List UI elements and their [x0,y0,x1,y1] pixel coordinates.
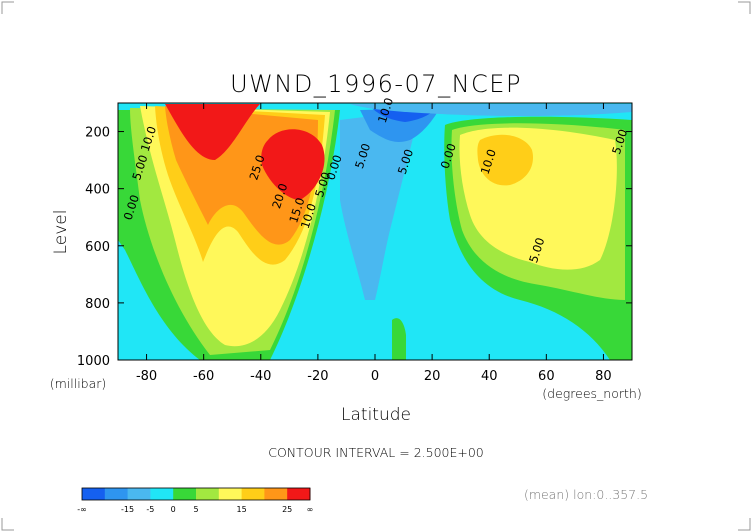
y-tick-label: 400 [85,183,110,198]
colorbar-swatch [196,488,220,500]
colorbar-label: -15 [121,505,134,514]
colorbar-swatch [127,488,151,500]
y-tick-label: 600 [85,240,110,255]
y-tick-label: 800 [85,297,110,312]
colorbar-frame [81,487,311,501]
colorbar-swatch [287,488,311,500]
colorbar-swatch [264,488,288,500]
colorbar-swatch [241,488,265,500]
colorbar-swatch [104,488,129,500]
colorbar-swatch [218,488,243,500]
band-north-gold [477,134,534,186]
colorbar-swatch [173,488,197,500]
colorbar-label: -∞ [77,505,87,514]
band-eq-lightblue [340,110,420,300]
contour-interval: CONTOUR INTERVAL = 2.500E+00 [268,445,484,460]
x-axis: -80 -60 -40 -20 0 20 40 60 80 [136,103,612,384]
x-tick-label: -60 [193,369,214,384]
colorbar-label: -5 [146,505,154,514]
x-tick-label: -20 [307,369,328,384]
y-axis-units: (millibar) [50,376,107,391]
x-tick-label: 60 [538,369,555,384]
band-top-lightblue [350,104,632,116]
colorbar-label: 25 [282,505,292,514]
x-tick-label: 40 [481,369,498,384]
colorbar-swatch [82,488,106,500]
x-tick-label: 80 [595,369,612,384]
colorbar-label: 15 [237,505,247,514]
colorbar-label: 5 [193,505,198,514]
x-axis-units: (degrees_north) [542,386,641,401]
x-axis-label: Latitude [341,405,411,425]
plot-area [118,103,632,360]
band-eq-green [392,318,406,360]
band-south-red-2 [261,129,325,200]
x-tick-label: 20 [424,369,441,384]
y-axis-label: Level [51,210,71,255]
x-tick-label: -40 [250,369,271,384]
chart-title: UWND_1996-07_NCEP [230,70,522,98]
colorbar: -∞ -15 -5 0 5 15 25 ∞ [77,487,314,514]
band-south-red-1 [165,104,260,160]
colorbar-swatch [150,488,174,500]
x-tick-label: -80 [136,369,157,384]
y-tick-label: 200 [85,126,110,141]
colorbar-label: 0 [171,505,176,514]
footnote: (mean) lon:0..357.5 [524,487,648,502]
colorbar-label: ∞ [307,505,314,514]
y-tick-label: 1000 [77,354,110,369]
x-tick-label: 0 [371,369,379,384]
y-axis: 200 400 600 800 1000 [77,126,632,369]
